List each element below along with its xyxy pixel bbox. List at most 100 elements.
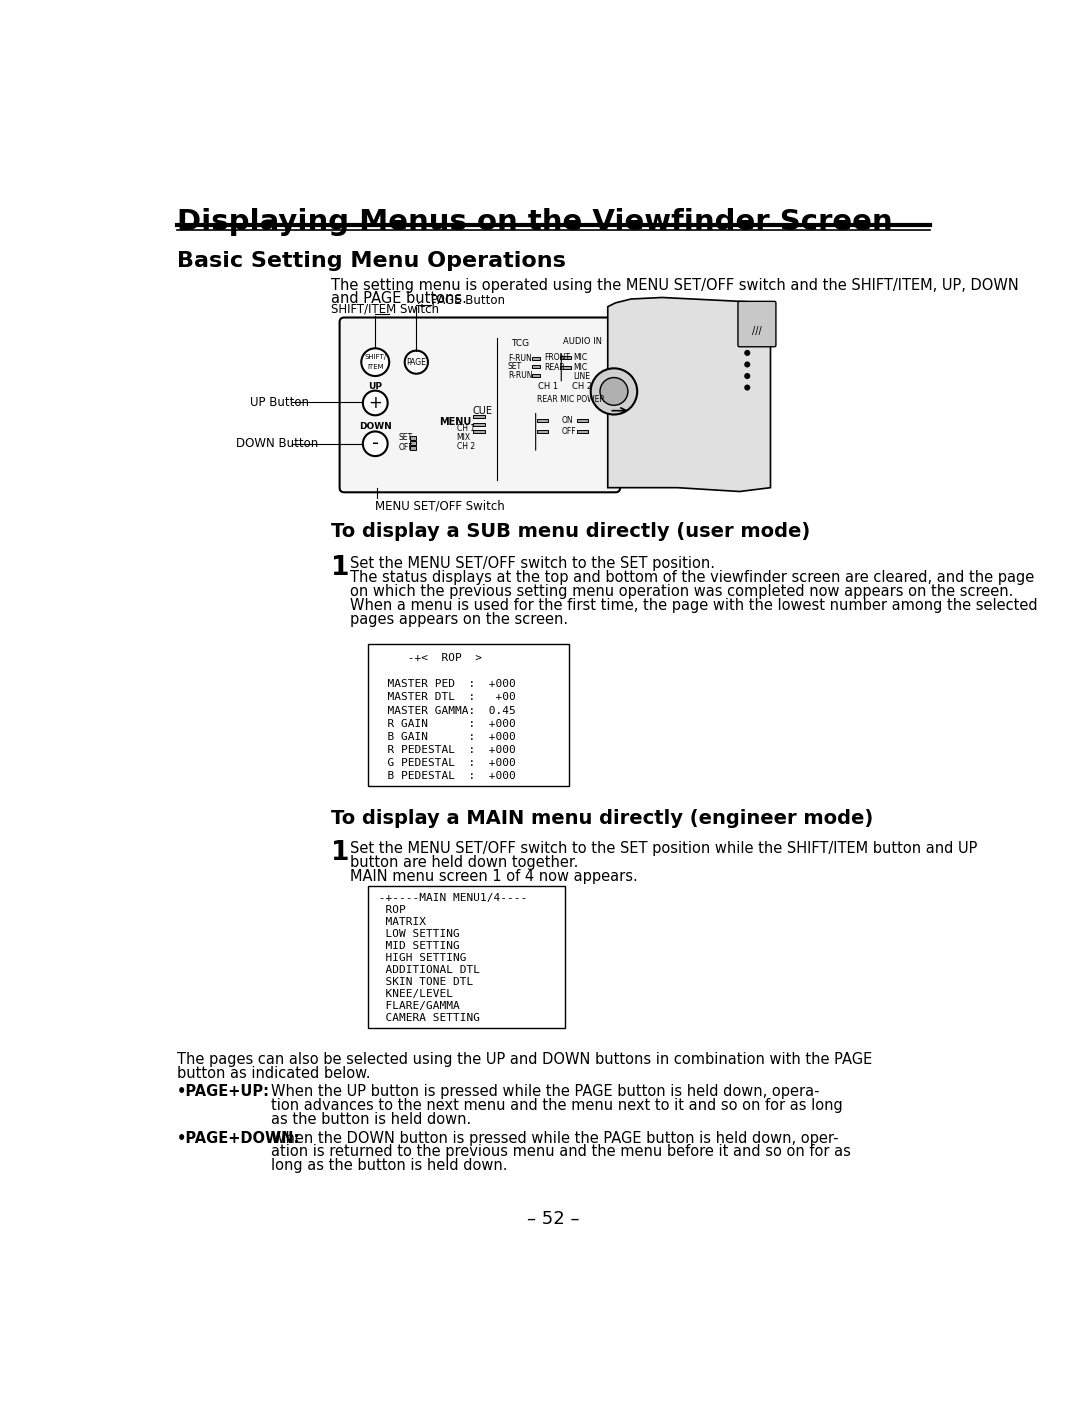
Text: CH 1: CH 1 [457, 425, 475, 433]
Text: long as the button is held down.: long as the button is held down. [271, 1159, 508, 1174]
Text: SHIFT/: SHIFT/ [364, 354, 387, 360]
Text: •PAGE+UP:: •PAGE+UP: [177, 1084, 270, 1100]
Text: tion advances to the next menu and the menu next to it and so on for as long: tion advances to the next menu and the m… [271, 1098, 842, 1114]
Circle shape [405, 350, 428, 374]
Text: MIX: MIX [457, 433, 471, 443]
Text: button as indicated below.: button as indicated below. [177, 1066, 370, 1082]
Text: F-RUN: F-RUN [508, 354, 531, 363]
Text: PAGE Button: PAGE Button [431, 294, 505, 307]
Bar [561, 366, 571, 368]
Text: CUE: CUE [473, 406, 492, 416]
Text: OFF: OFF [562, 427, 577, 436]
Text: The setting menu is operated using the MENU SET/OFF switch and the SHIFT/ITEM, U: The setting menu is operated using the M… [332, 279, 1018, 293]
Bar [577, 419, 588, 422]
Text: – 52 –: – 52 – [527, 1210, 580, 1229]
Text: TCG: TCG [511, 339, 529, 349]
Text: on which the previous setting menu operation was completed now appears on the sc: on which the previous setting menu opera… [350, 584, 1014, 598]
Text: B GAIN      :  +000: B GAIN : +000 [374, 731, 515, 741]
Text: Set the MENU SET/OFF switch to the SET position while the SHIFT/ITEM button and : Set the MENU SET/OFF switch to the SET p… [350, 841, 977, 856]
Text: UP Button: UP Button [249, 395, 309, 409]
Bar [410, 441, 416, 446]
Text: R PEDESTAL  :  +000: R PEDESTAL : +000 [374, 745, 515, 755]
Text: MAIN menu screen 1 of 4 now appears.: MAIN menu screen 1 of 4 now appears. [350, 869, 638, 884]
Polygon shape [608, 297, 770, 492]
Text: FLARE/GAMMA: FLARE/GAMMA [373, 1000, 460, 1012]
Circle shape [362, 349, 389, 375]
Text: •PAGE+DOWN:: •PAGE+DOWN: [177, 1131, 300, 1146]
Circle shape [745, 363, 750, 367]
Text: When the UP button is pressed while the PAGE button is held down, opera-: When the UP button is pressed while the … [271, 1084, 819, 1100]
Text: FRONT: FRONT [544, 353, 570, 361]
Text: KNEE/LEVEL: KNEE/LEVEL [373, 989, 454, 999]
Circle shape [591, 368, 637, 415]
Text: The pages can also be selected using the UP and DOWN buttons in combination with: The pages can also be selected using the… [177, 1052, 873, 1068]
Text: When the DOWN button is pressed while the PAGE button is held down, oper-: When the DOWN button is pressed while th… [271, 1131, 838, 1146]
Text: MENU SET/OFF Switch: MENU SET/OFF Switch [375, 499, 505, 513]
Text: ROP: ROP [373, 905, 406, 915]
FancyBboxPatch shape [738, 301, 775, 347]
Circle shape [745, 350, 750, 356]
Text: CAMERA SETTING: CAMERA SETTING [373, 1013, 481, 1023]
Text: HIGH SETTING: HIGH SETTING [373, 953, 467, 962]
Text: 1: 1 [332, 555, 350, 580]
Text: REAR MIC POWER: REAR MIC POWER [537, 395, 605, 403]
Text: SKIN TONE DTL: SKIN TONE DTL [373, 976, 473, 988]
Bar [537, 419, 548, 422]
Circle shape [363, 432, 388, 457]
Text: SET: SET [399, 433, 413, 443]
Text: REAR: REAR [544, 363, 565, 373]
Text: pages appears on the screen.: pages appears on the screen. [350, 612, 568, 626]
Text: MIC: MIC [572, 363, 588, 373]
Text: CH 1: CH 1 [538, 381, 558, 391]
Text: MASTER PED  :  +000: MASTER PED : +000 [374, 679, 515, 689]
Bar [531, 357, 540, 360]
Text: ON: ON [562, 416, 573, 425]
Text: DOWN Button: DOWN Button [235, 437, 318, 450]
Text: PAGE: PAGE [406, 357, 427, 367]
Circle shape [600, 377, 627, 405]
Bar [367, 885, 565, 1028]
Bar [473, 430, 485, 433]
Text: MASTER DTL  :   +00: MASTER DTL : +00 [374, 692, 515, 702]
Text: as the button is held down.: as the button is held down. [271, 1112, 471, 1128]
Text: DOWN: DOWN [359, 422, 392, 432]
Text: OFF: OFF [399, 443, 414, 453]
Text: ITEM: ITEM [367, 364, 383, 370]
Text: R GAIN      :  +000: R GAIN : +000 [374, 719, 515, 729]
Bar [410, 446, 416, 450]
Circle shape [363, 391, 388, 415]
Bar [577, 430, 588, 433]
Circle shape [745, 385, 750, 389]
Text: B PEDESTAL  :  +000: B PEDESTAL : +000 [374, 771, 515, 780]
Text: button are held down together.: button are held down together. [350, 855, 579, 870]
Text: MENU: MENU [440, 417, 472, 427]
Text: +: + [368, 394, 382, 412]
Bar [410, 436, 416, 440]
Bar [473, 415, 485, 419]
Text: ADDITIONAL DTL: ADDITIONAL DTL [373, 965, 481, 975]
Text: CH 2: CH 2 [457, 443, 475, 451]
Bar [473, 423, 485, 426]
Text: -+----MAIN MENU1/4----: -+----MAIN MENU1/4---- [373, 894, 527, 904]
Text: ///: /// [752, 326, 761, 336]
Text: AUDIO IN: AUDIO IN [563, 336, 602, 346]
Text: SHIFT/ITEM Switch: SHIFT/ITEM Switch [332, 303, 440, 317]
Text: Basic Setting Menu Operations: Basic Setting Menu Operations [177, 251, 566, 272]
Text: and PAGE buttons.: and PAGE buttons. [332, 291, 467, 307]
Text: CH 2: CH 2 [572, 381, 592, 391]
Text: ation is returned to the previous menu and the menu before it and so on for as: ation is returned to the previous menu a… [271, 1145, 851, 1160]
Text: UP: UP [368, 382, 382, 391]
Text: -: - [372, 434, 379, 454]
Text: 1: 1 [332, 839, 350, 866]
Text: MASTER GAMMA:  0.45: MASTER GAMMA: 0.45 [374, 706, 515, 716]
Bar [367, 644, 569, 786]
Text: To display a MAIN menu directly (engineer mode): To display a MAIN menu directly (enginee… [332, 808, 874, 828]
Bar [531, 366, 540, 368]
FancyBboxPatch shape [339, 318, 620, 492]
Text: SET: SET [508, 363, 522, 371]
Text: MATRIX: MATRIX [373, 918, 427, 927]
Bar [531, 374, 540, 377]
Text: The status displays at the top and bottom of the viewfinder screen are cleared, : The status displays at the top and botto… [350, 570, 1035, 586]
Text: R-RUN: R-RUN [508, 371, 532, 380]
Text: Displaying Menus on the Viewfinder Screen: Displaying Menus on the Viewfinder Scree… [177, 209, 892, 237]
